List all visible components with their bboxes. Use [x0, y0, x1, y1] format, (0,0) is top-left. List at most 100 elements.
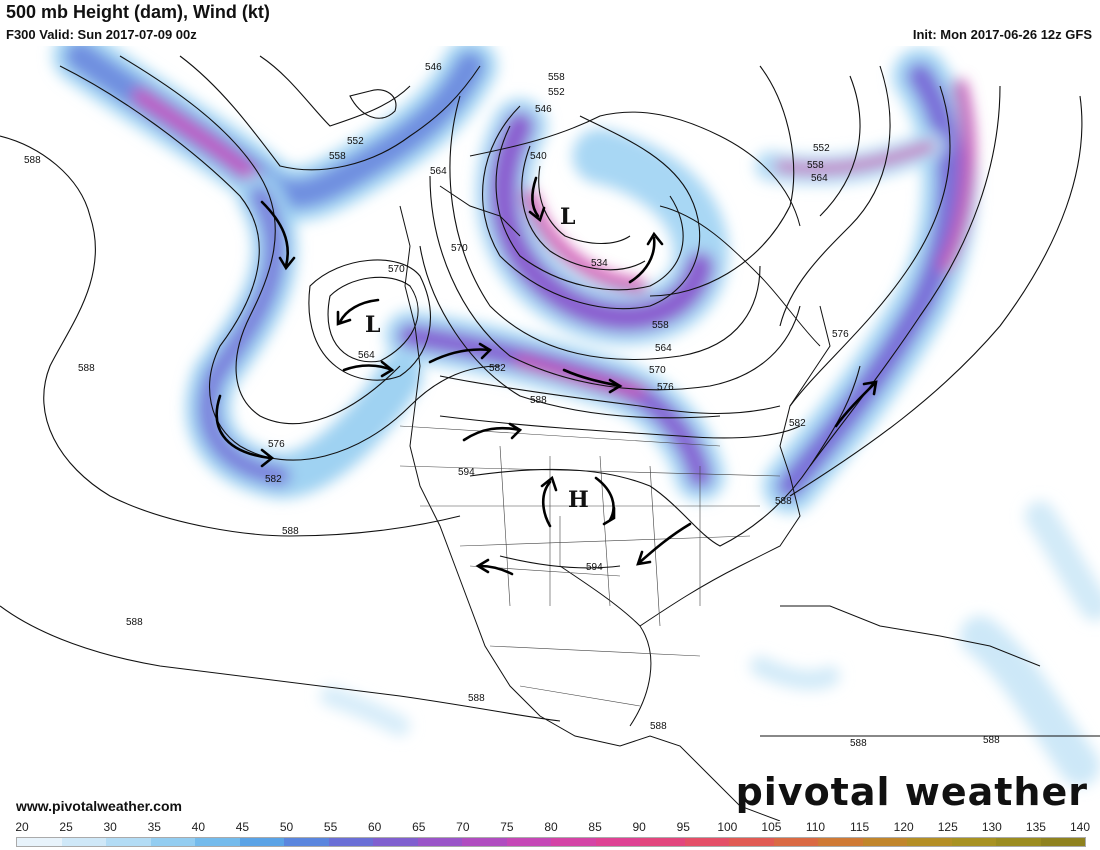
contour-label: 588 [530, 395, 547, 406]
colorbar-segment [373, 838, 418, 846]
colorbar-tick-label: 135 [1025, 820, 1046, 834]
contour-labels: 546 552 558 564 570 570 564 582 588 576 … [24, 62, 1000, 749]
colorbar-segment [818, 838, 863, 846]
colorbar-segment [195, 838, 240, 846]
contour-label: 588 [282, 526, 299, 537]
contour-label: 588 [850, 738, 867, 749]
weather-map: 546 552 558 564 570 570 564 582 588 576 … [0, 28, 1100, 822]
political-boundaries [399, 425, 781, 707]
colorbar-tick-label: 75 [500, 820, 514, 834]
map-canvas: 546 552 558 564 570 570 564 582 588 576 … [0, 28, 1100, 822]
height-contours [0, 55, 1100, 737]
contour-label: 576 [657, 382, 674, 393]
colorbar-segment [862, 838, 907, 846]
colorbar-segment [61, 838, 106, 846]
contour-label: 564 [358, 350, 375, 361]
brand-logo: pivotal weather [735, 770, 1088, 814]
colorbar-segment [773, 838, 818, 846]
colorbar-segment [996, 838, 1041, 846]
contour-label: 588 [24, 155, 41, 166]
contour-label: 588 [983, 735, 1000, 746]
contour-label: 564 [811, 173, 828, 184]
colorbar-tick-label: 25 [59, 820, 73, 834]
contour-label: 582 [489, 363, 506, 374]
colorbar-tick-label: 130 [981, 820, 1002, 834]
colorbar-segment [684, 838, 729, 846]
source-url: www.pivotalweather.com [16, 798, 182, 814]
low-pressure-center: L [560, 204, 575, 230]
contour-label: 588 [775, 496, 792, 507]
colorbar-tick-label: 115 [850, 820, 870, 834]
init-time: Init: Mon 2017-06-26 12z GFS [912, 27, 1092, 42]
contour-label: 558 [807, 160, 824, 171]
colorbar-segment [729, 838, 774, 846]
colorbar-ticks: 20 25 30 35 40 45 50 55 60 65 70 75 80 85 90 95 100 105 11… [15, 820, 1090, 836]
contour-label: 588 [468, 693, 485, 704]
colorbar-segment [17, 838, 62, 846]
colorbar-tick-label: 40 [191, 820, 206, 834]
contour-label: 570 [451, 243, 468, 254]
colorbar-segment [328, 838, 373, 846]
contour-label: 588 [650, 721, 667, 732]
contour-label: 564 [655, 343, 672, 354]
contour-label: 546 [535, 104, 552, 115]
contour-label: 576 [268, 439, 285, 450]
colorbar-tick-label: 20 [15, 820, 29, 834]
colorbar-segment [239, 838, 284, 846]
colorbar-tick-label: 95 [676, 820, 690, 834]
contour-label: 582 [789, 418, 806, 429]
colorbar-tick-label: 100 [717, 820, 738, 834]
colorbar-tick-label: 50 [279, 820, 294, 834]
contour-label: 564 [430, 166, 447, 177]
contour-label: 588 [126, 617, 143, 628]
colorbar-segment [506, 838, 551, 846]
colorbar-segment [284, 838, 329, 846]
contour-label: 558 [548, 72, 565, 83]
colorbar-tick-label: 55 [323, 820, 338, 834]
contour-label: 570 [649, 365, 666, 376]
contour-label: 540 [530, 151, 547, 162]
colorbar-segment [462, 838, 507, 846]
contour-label: 558 [652, 320, 669, 331]
colorbar-tick-label: 35 [147, 820, 161, 834]
colorbar-segment [551, 838, 596, 846]
valid-time: F300 Valid: Sun 2017-07-09 00z [6, 27, 197, 42]
colorbar-segment [907, 838, 952, 846]
colorbar-segment [640, 838, 685, 846]
contour-label: 552 [548, 87, 565, 98]
colorbar-segment [150, 838, 195, 846]
colorbar-tick-label: 105 [761, 820, 782, 834]
contour-label: 534 [591, 258, 608, 269]
colorbar-segment [595, 838, 640, 846]
contour-label: 558 [329, 151, 346, 162]
colorbar-tick-label: 80 [544, 820, 558, 834]
contour-label: 576 [832, 329, 849, 340]
colorbar-segment [951, 838, 996, 846]
contour-label: 570 [388, 264, 405, 275]
colorbar-tick-label: 70 [456, 820, 470, 834]
colorbar-tick-label: 45 [235, 820, 250, 834]
colorbar-segment [106, 838, 151, 846]
colorbar-segment [1040, 838, 1085, 846]
contour-label: 552 [813, 143, 830, 154]
colorbar-tick-label: 120 [893, 820, 914, 834]
contour-label: 552 [347, 136, 364, 147]
low-pressure-center: L [365, 312, 380, 338]
high-pressure-center: H [568, 487, 589, 513]
colorbar-segment [417, 838, 462, 846]
colorbar-tick-label: 85 [588, 820, 602, 834]
map-title: 500 mb Height (dam), Wind (kt) [6, 2, 270, 22]
contour-label: 546 [425, 62, 442, 73]
contour-label: 594 [458, 467, 475, 478]
colorbar-tick-label: 140 [1069, 820, 1091, 834]
colorbar-tick-label: 65 [412, 820, 426, 834]
rotation-arrow-icon [215, 176, 878, 576]
colorbar-tick-label: 30 [103, 820, 117, 834]
colorbar-tick-label: 90 [632, 820, 646, 834]
contour-label: 588 [78, 363, 95, 374]
contour-label: 594 [586, 562, 603, 573]
header: 500 mb Height (dam), Wind (kt) F300 Vali… [0, 0, 1100, 46]
colorbar-tick-label: 125 [937, 820, 958, 834]
colorbar: 20 25 30 35 40 45 50 55 60 65 70 75 80 85 90 95 100 105 11… [15, 820, 1090, 850]
pressure-centers: L L H [365, 204, 589, 513]
